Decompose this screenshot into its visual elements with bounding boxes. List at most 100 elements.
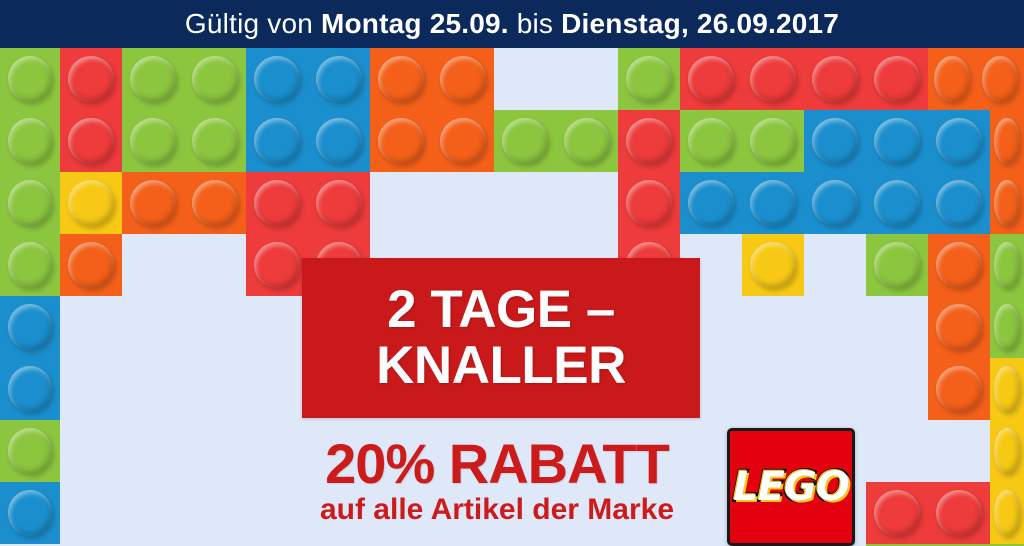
lego-brick-red: [60, 48, 122, 172]
brick-studs: [122, 110, 246, 172]
brick-stud: [308, 48, 370, 110]
brick-studs: [804, 48, 928, 110]
lego-brick-orange: [122, 172, 246, 234]
brick-stud: [184, 172, 246, 234]
brick-stud: [680, 110, 742, 172]
lego-brick-orange: [928, 48, 1024, 110]
brick-stud: [60, 172, 122, 234]
promo-headline-line2: KNALLER: [376, 336, 626, 395]
lego-brick-blue: [246, 48, 370, 110]
brick-stud: [246, 110, 308, 172]
brick-stud: [60, 234, 122, 296]
lego-brick-orange: [990, 110, 1024, 234]
lego-brick-green: [0, 48, 60, 110]
brick-studs: [60, 172, 122, 234]
brick-stud: [990, 482, 1024, 544]
brick-studs: [0, 110, 60, 296]
brick-studs: [0, 482, 60, 544]
brick-stud: [0, 234, 60, 296]
brick-stud: [990, 420, 1024, 482]
brick-stud: [308, 110, 370, 172]
lego-brick-yellow: [990, 358, 1024, 544]
brick-stud: [976, 48, 1024, 110]
lego-brick-blue: [308, 110, 370, 172]
brick-stud: [928, 296, 990, 358]
brick-studs: [0, 296, 60, 420]
brick-stud: [990, 234, 1024, 296]
brick-stud: [0, 420, 60, 482]
brick-studs: [308, 110, 370, 172]
brick-stud: [928, 110, 990, 172]
lego-brick-orange: [370, 110, 494, 172]
validity-middle: bis: [508, 8, 562, 39]
brick-stud: [122, 48, 184, 110]
brick-stud: [928, 234, 990, 296]
brick-stud: [618, 110, 680, 172]
brick-stud: [370, 48, 432, 110]
brick-stud: [866, 172, 928, 234]
lego-brick-blue: [0, 296, 60, 420]
lego-brick-green: [680, 110, 804, 172]
lego-brick-green: [866, 544, 1024, 546]
brick-stud: [928, 48, 976, 110]
promo-headline-box: 2 TAGE – KNALLER: [302, 258, 700, 418]
brick-studs: [742, 234, 804, 296]
brick-stud: [432, 110, 494, 172]
brick-stud: [804, 110, 866, 172]
brick-studs: [804, 110, 990, 234]
lego-brick-red: [804, 48, 928, 110]
brick-stud: [370, 110, 432, 172]
brick-studs: [618, 48, 680, 110]
brick-stud: [556, 110, 618, 172]
lego-wordmark: LEGO: [731, 462, 852, 512]
brick-stud: [184, 110, 246, 172]
brick-studs: [370, 48, 494, 110]
brick-stud: [990, 172, 1024, 234]
validity-from-date: Montag 25.09.: [320, 8, 509, 39]
brick-stud: [742, 234, 804, 296]
validity-text: Gültig von Montag 25.09. bis Dienstag, 2…: [185, 8, 839, 40]
brick-stud: [804, 172, 866, 234]
lego-brick-blue: [680, 172, 804, 234]
brick-stud: [990, 296, 1024, 358]
brick-stud: [0, 172, 60, 234]
lego-brick-blue: [804, 110, 990, 234]
brick-stud: [866, 110, 928, 172]
lego-brick-green: [122, 48, 246, 110]
brick-stud: [866, 544, 945, 546]
brick-studs: [0, 48, 60, 110]
brick-stud: [742, 172, 804, 234]
brick-stud: [866, 482, 928, 544]
brick-stud: [308, 172, 370, 234]
brick-studs: [866, 544, 1024, 546]
discount-text-group: 20% RABATT auf alle Artikel der Marke: [272, 436, 722, 526]
brick-stud: [680, 48, 742, 110]
brick-studs: [866, 482, 990, 544]
lego-brick-green: [618, 48, 680, 110]
brick-studs: [246, 48, 370, 110]
brick-stud: [866, 234, 928, 296]
brick-studs: [928, 48, 1024, 110]
brick-stud: [122, 110, 184, 172]
validity-header-bar: Gültig von Montag 25.09. bis Dienstag, 2…: [0, 0, 1024, 48]
lego-brick-orange: [370, 48, 494, 110]
brick-stud: [184, 48, 246, 110]
brick-stud: [246, 172, 308, 234]
lego-brick-green: [0, 110, 60, 296]
brick-stud: [60, 110, 122, 172]
brick-stud: [246, 234, 308, 296]
brick-studs: [866, 234, 928, 296]
lego-brick-yellow: [60, 172, 122, 234]
brick-stud: [618, 48, 680, 110]
brick-stud: [494, 110, 556, 172]
lego-brick-yellow: [742, 234, 804, 296]
brick-stud: [928, 172, 990, 234]
brick-stud: [0, 358, 60, 420]
lego-brick-red: [680, 48, 804, 110]
lego-logo: LEGO: [727, 428, 855, 546]
validity-prefix: Gültig von: [184, 8, 321, 39]
brick-studs: [494, 110, 618, 172]
brick-studs: [990, 358, 1024, 544]
brick-studs: [680, 172, 804, 234]
